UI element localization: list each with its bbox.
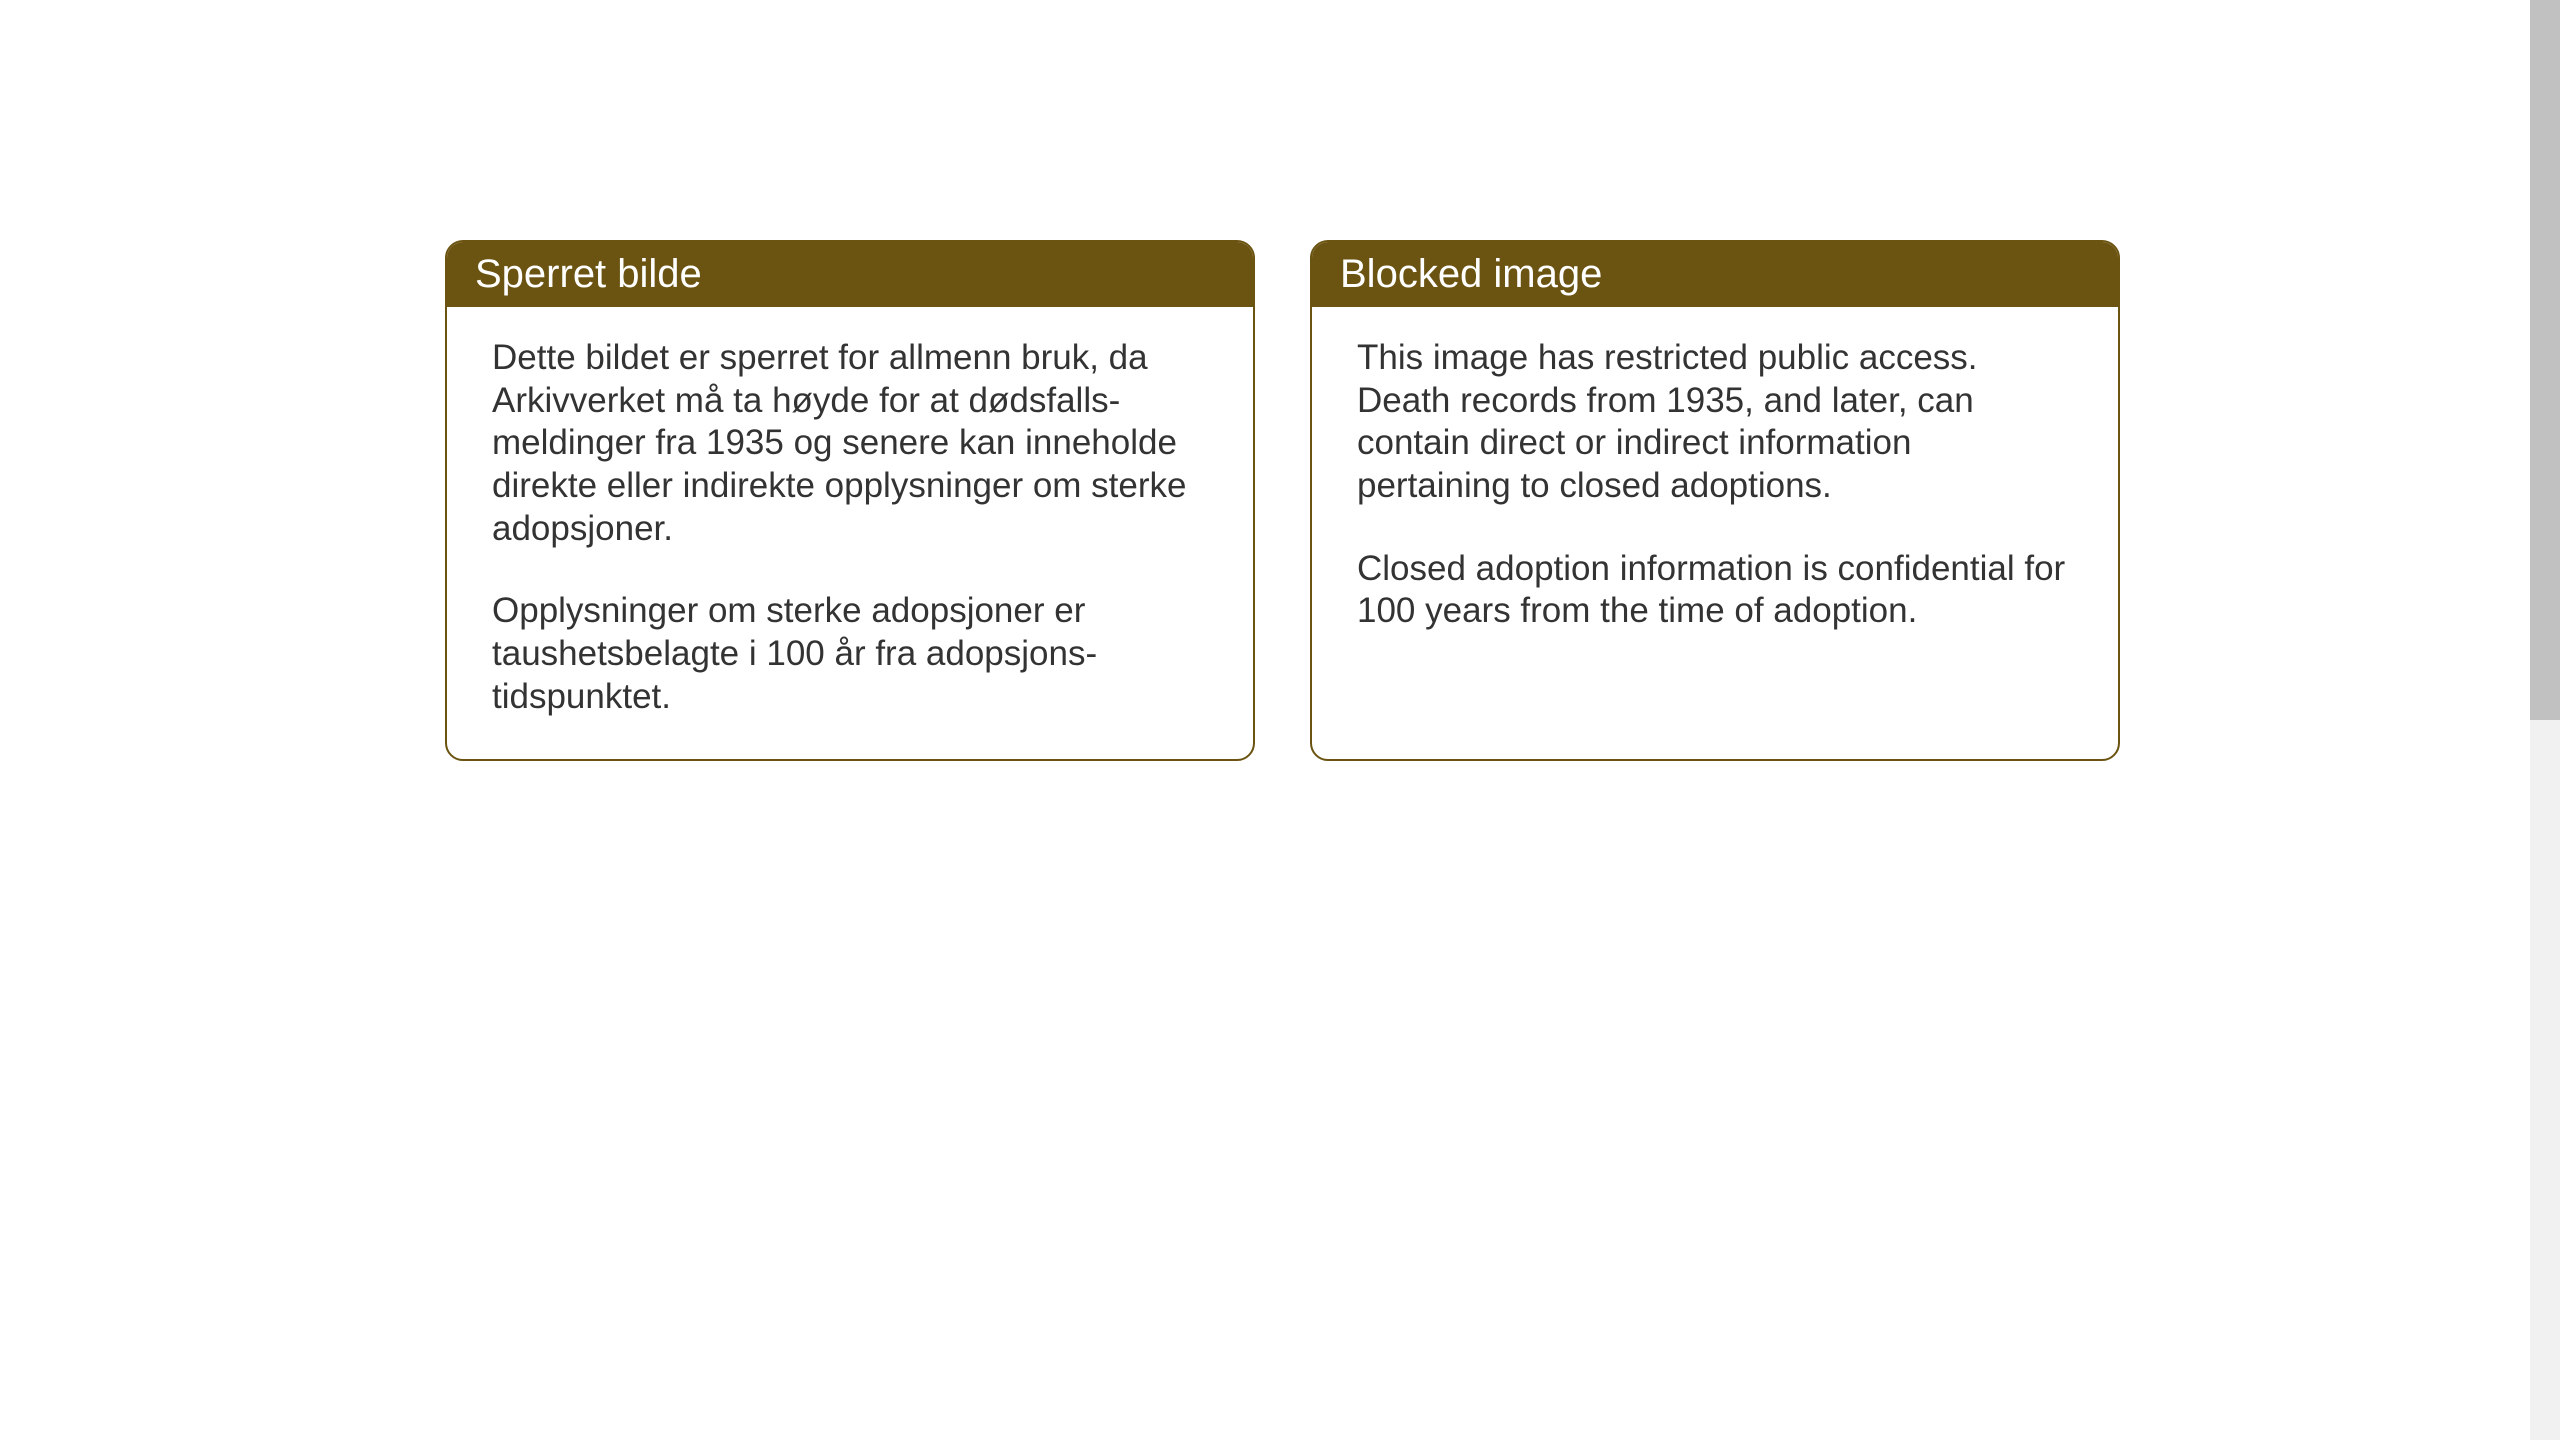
norwegian-notice-card: Sperret bilde Dette bildet er sperret fo…	[445, 240, 1255, 761]
scrollbar-track[interactable]	[2530, 0, 2560, 1440]
english-card-title: Blocked image	[1312, 242, 2118, 307]
scrollbar-thumb[interactable]	[2530, 0, 2560, 720]
norwegian-paragraph-2: Opplysninger om sterke adopsjoner er tau…	[492, 590, 1208, 718]
english-paragraph-1: This image has restricted public access.…	[1357, 337, 2073, 508]
norwegian-paragraph-1: Dette bildet er sperret for allmenn bruk…	[492, 337, 1208, 550]
english-notice-card: Blocked image This image has restricted …	[1310, 240, 2120, 761]
norwegian-card-title: Sperret bilde	[447, 242, 1253, 307]
english-card-body: This image has restricted public access.…	[1312, 307, 2118, 673]
english-paragraph-2: Closed adoption information is confident…	[1357, 548, 2073, 633]
norwegian-card-body: Dette bildet er sperret for allmenn bruk…	[447, 307, 1253, 759]
notice-container: Sperret bilde Dette bildet er sperret fo…	[445, 240, 2120, 761]
